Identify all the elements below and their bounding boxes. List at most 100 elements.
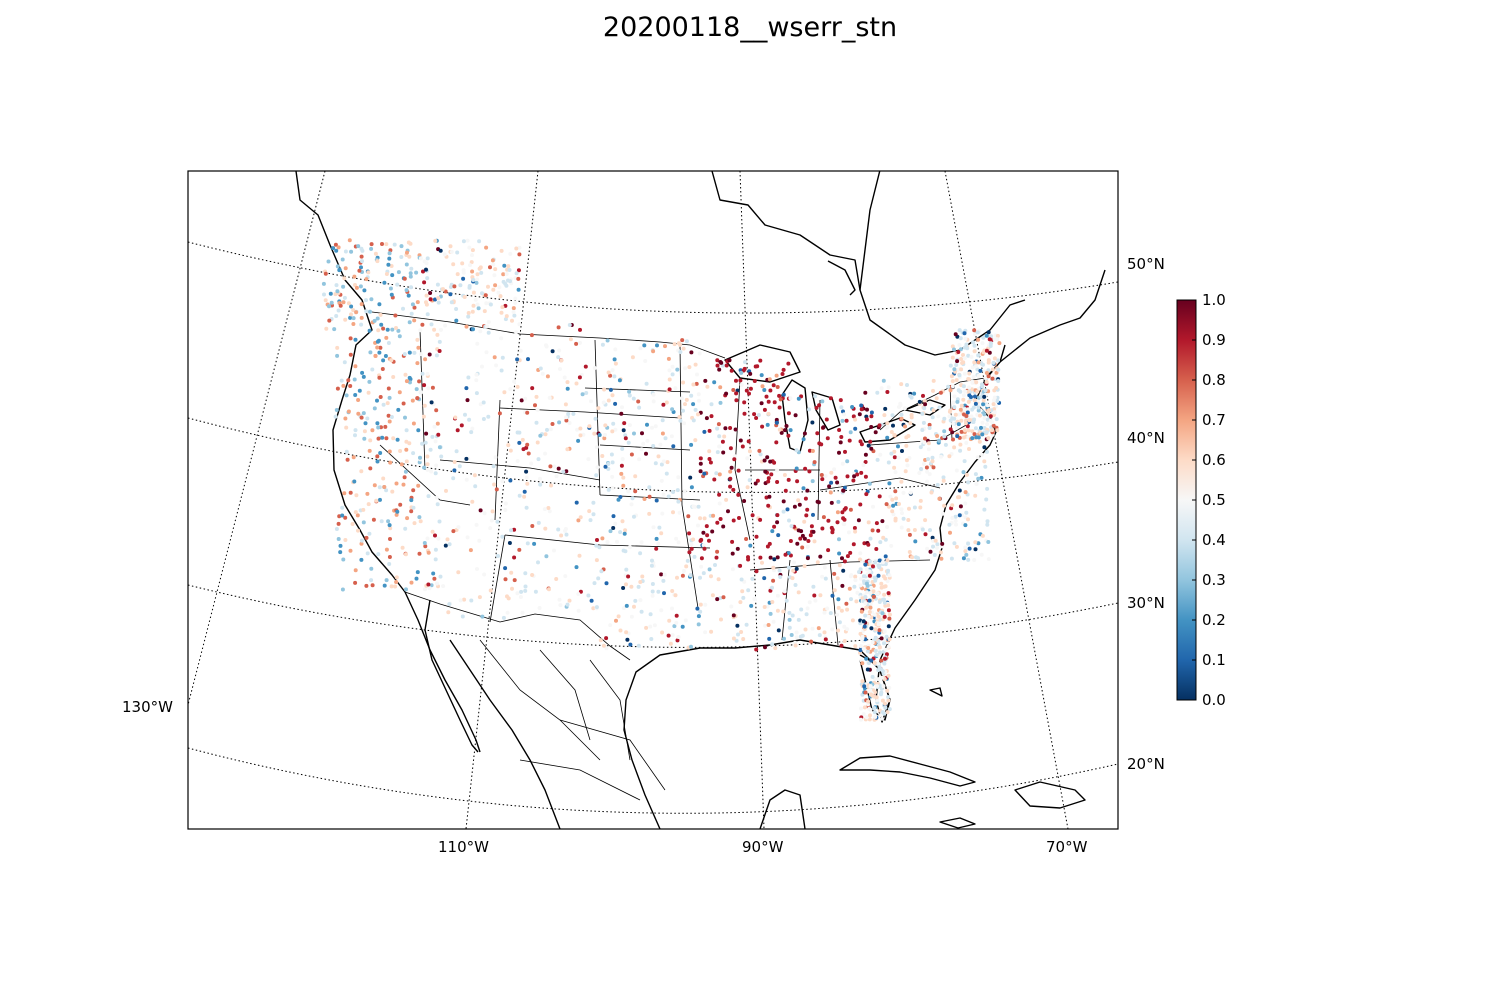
station-point <box>863 474 868 479</box>
station-point <box>601 400 606 405</box>
station-point <box>598 638 603 643</box>
station-point <box>335 353 340 358</box>
station-point <box>484 245 489 250</box>
station-point <box>744 622 749 627</box>
station-point <box>931 544 935 549</box>
station-point <box>538 366 543 371</box>
station-point <box>972 328 977 333</box>
station-point <box>887 481 892 486</box>
station-point <box>819 473 824 477</box>
station-point <box>343 538 348 542</box>
station-point <box>502 390 507 395</box>
station-point <box>687 365 692 370</box>
station-point <box>532 541 537 546</box>
station-point <box>867 559 872 564</box>
station-point <box>901 490 906 495</box>
station-point <box>500 479 505 484</box>
station-point <box>742 499 747 503</box>
station-point <box>683 618 688 623</box>
station-point <box>352 377 357 382</box>
station-point <box>564 415 568 420</box>
station-point <box>397 334 402 339</box>
station-point <box>384 335 389 340</box>
station-point <box>766 411 771 416</box>
station-point <box>405 516 410 521</box>
station-point <box>336 245 341 250</box>
station-point <box>396 407 401 412</box>
station-point <box>717 472 722 477</box>
station-point <box>863 460 868 464</box>
station-point <box>358 284 363 289</box>
station-point <box>402 352 407 357</box>
station-point <box>349 312 353 317</box>
station-point <box>610 393 615 398</box>
station-point <box>474 522 479 527</box>
station-point <box>931 388 935 393</box>
station-point <box>872 612 877 617</box>
station-point <box>515 459 520 463</box>
station-point <box>842 624 847 629</box>
station-point <box>356 528 360 533</box>
station-point <box>603 432 607 437</box>
station-point <box>424 293 429 298</box>
station-point <box>506 264 511 269</box>
station-point <box>721 595 726 600</box>
station-point <box>801 437 806 442</box>
station-point <box>832 588 837 593</box>
station-point <box>718 360 723 364</box>
station-point <box>744 537 749 541</box>
station-point <box>774 420 779 425</box>
station-point <box>594 558 599 563</box>
station-point <box>994 370 999 375</box>
station-point <box>961 556 966 561</box>
station-point <box>348 315 353 320</box>
station-point <box>519 589 524 594</box>
station-point <box>752 597 757 601</box>
station-point <box>388 286 393 291</box>
station-point <box>956 350 961 354</box>
station-point <box>430 434 435 439</box>
station-point <box>526 451 531 456</box>
station-point <box>865 667 870 672</box>
station-point <box>366 502 371 507</box>
station-point <box>433 297 437 302</box>
station-point <box>961 397 966 402</box>
station-point <box>512 555 517 560</box>
station-point <box>984 333 989 338</box>
station-point <box>578 327 582 332</box>
station-point <box>880 611 885 616</box>
station-point <box>434 495 439 500</box>
station-point <box>990 367 995 372</box>
station-point <box>376 328 381 333</box>
station-point <box>715 549 720 554</box>
station-point <box>411 421 416 426</box>
station-point <box>849 573 854 578</box>
station-point <box>643 359 648 363</box>
station-point <box>437 339 442 344</box>
station-point <box>353 364 358 369</box>
station-point <box>845 474 850 479</box>
station-point <box>394 326 398 330</box>
station-point <box>691 402 696 407</box>
station-point <box>334 408 339 412</box>
station-point <box>979 475 984 480</box>
station-point <box>606 398 611 403</box>
station-point <box>376 338 381 343</box>
station-point <box>974 435 979 440</box>
station-point <box>685 558 690 563</box>
station-point <box>506 443 511 448</box>
station-point <box>828 396 833 401</box>
station-point <box>964 440 969 445</box>
station-point <box>888 494 893 499</box>
station-point <box>693 438 698 443</box>
station-point <box>876 563 881 568</box>
station-point <box>426 386 431 391</box>
station-point <box>403 415 407 420</box>
station-point <box>822 630 827 635</box>
station-point <box>375 459 380 464</box>
station-point <box>869 414 874 419</box>
station-point <box>356 398 361 402</box>
station-point <box>367 448 372 453</box>
station-point <box>388 526 393 531</box>
station-point <box>357 388 362 393</box>
